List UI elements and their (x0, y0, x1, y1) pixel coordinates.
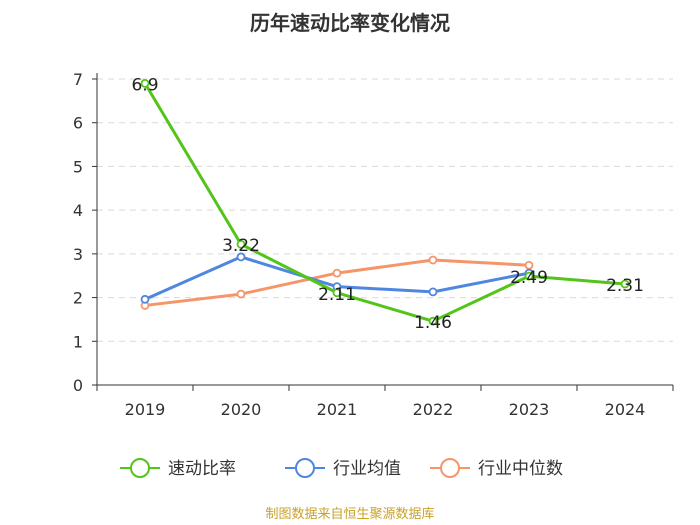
y-tick-label: 6 (73, 114, 83, 133)
series-line (143, 82, 626, 323)
data-point[interactable] (236, 252, 246, 262)
x-tick-label: 2021 (317, 400, 358, 419)
legend-swatch-marker (295, 458, 315, 478)
data-label: 1.46 (414, 313, 452, 333)
legend-label: 速动比率 (168, 459, 236, 479)
legend-swatch-marker (440, 458, 460, 478)
y-tick-label: 5 (73, 157, 83, 176)
data-label: 3.22 (222, 236, 260, 256)
grid (97, 78, 673, 342)
chart-title: 历年速动比率变化情况 (250, 11, 450, 35)
data-point[interactable] (332, 268, 342, 278)
data-label: 2.31 (606, 276, 644, 296)
x-tick-label: 2022 (413, 400, 454, 419)
series-layer (140, 78, 630, 326)
legend-item[interactable]: 行业均值 (285, 458, 401, 479)
x-tick-label: 2019 (125, 400, 166, 419)
data-label: 6.9 (131, 75, 158, 95)
x-tick-label: 2024 (605, 400, 646, 419)
y-tick-label: 1 (73, 332, 83, 351)
data-point[interactable] (620, 279, 630, 289)
data-point[interactable] (236, 289, 246, 299)
data-point[interactable] (140, 294, 150, 304)
y-tick-label: 0 (73, 376, 83, 395)
data-point[interactable] (332, 288, 342, 298)
y-tick-label: 7 (73, 70, 83, 89)
source-note: 制图数据来自恒生聚源数据库 (265, 506, 434, 522)
y-tick-label: 2 (73, 289, 83, 308)
data-point[interactable] (524, 271, 534, 281)
legend-item[interactable]: 行业中位数 (430, 458, 563, 479)
y-tick-label: 3 (73, 245, 83, 264)
data-label: 2.49 (510, 268, 548, 288)
x-tick-label: 2023 (509, 400, 550, 419)
legend-swatch-marker (130, 458, 150, 478)
data-point[interactable] (428, 316, 438, 326)
x-tick-label: 2020 (221, 400, 262, 419)
legend[interactable]: 速动比率 行业均值 行业中位数 (120, 458, 563, 479)
legend-item[interactable]: 速动比率 (120, 458, 236, 479)
data-point[interactable] (236, 239, 246, 249)
data-point[interactable] (428, 255, 438, 265)
data-label: 2.11 (318, 285, 356, 305)
data-labels: 6.9 3.22 2.11 1.46 2.49 2.31 (131, 75, 643, 333)
legend-label: 行业中位数 (478, 459, 563, 479)
axes: 0 1 2 3 4 5 6 7 2019 2020 2021 2022 2023 2024 (73, 70, 674, 419)
y-tick-label: 4 (73, 201, 83, 220)
data-point[interactable] (140, 78, 150, 88)
data-point[interactable] (428, 287, 438, 297)
legend-label: 行业均值 (333, 459, 401, 479)
